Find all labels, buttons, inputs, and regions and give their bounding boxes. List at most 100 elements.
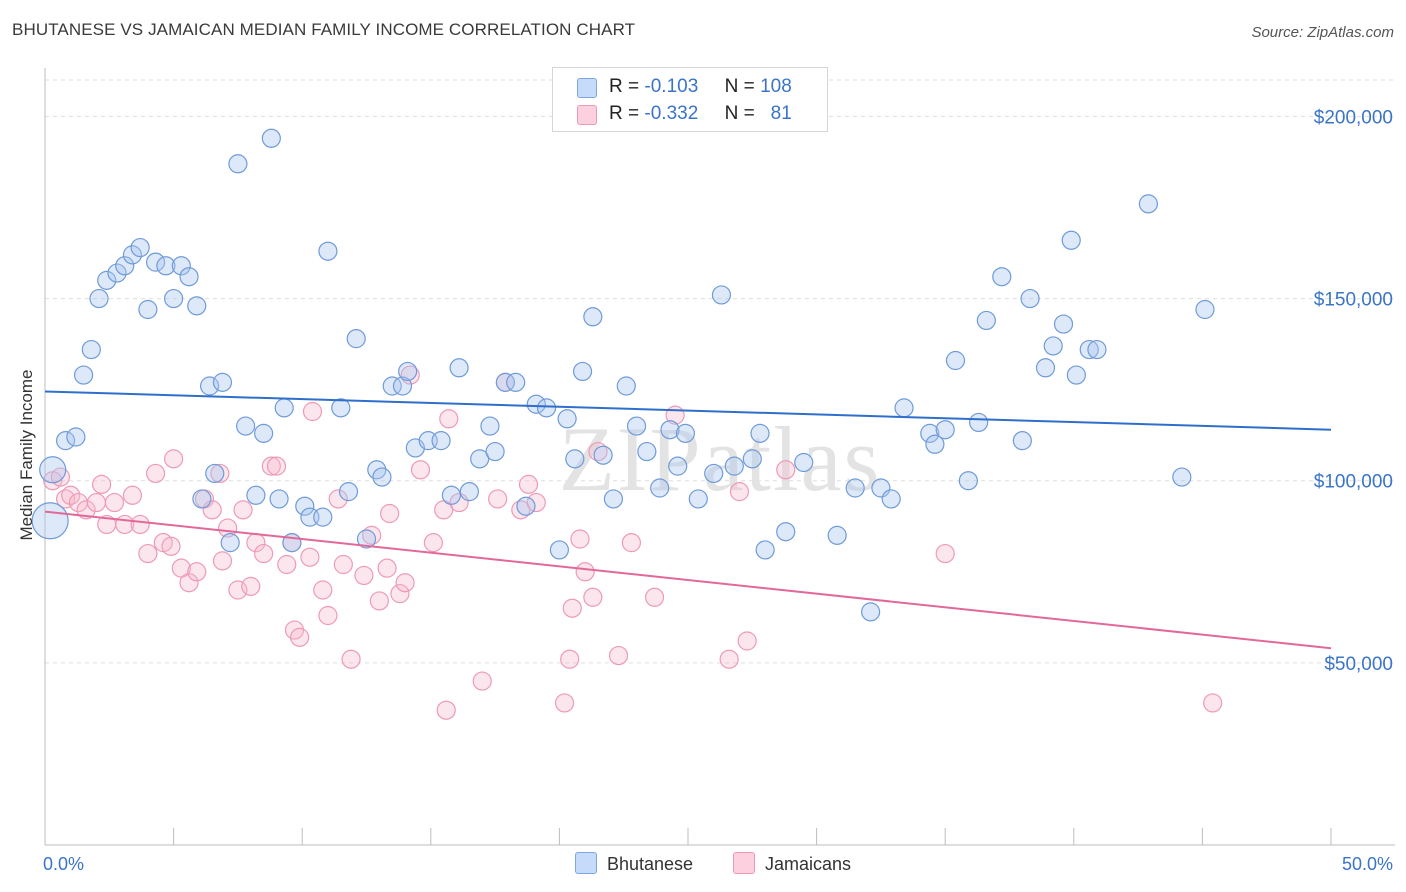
bhutanese-point: [969, 412, 989, 433]
y-tick-label: $150,000: [1314, 290, 1393, 311]
jamaicans-point: [328, 489, 348, 509]
bhutanese-point: [179, 267, 199, 287]
bhutanese-point: [935, 420, 955, 440]
bhutanese-point: [526, 394, 546, 414]
jamaicans-point: [380, 503, 400, 524]
jamaicans-point: [354, 565, 374, 586]
jamaicans-point: [341, 649, 361, 669]
jamaicans-point: [560, 649, 580, 669]
bhutanese-point: [976, 310, 996, 331]
jamaicans-point: [179, 573, 199, 593]
x-tick-label: 0.0%: [43, 854, 84, 874]
trend-lines: [44, 390, 1332, 650]
legend-item-bhutanese: Bhutanese: [575, 852, 693, 875]
r-label: R =: [609, 103, 640, 124]
bhutanese-point: [115, 256, 135, 276]
bhutanese-point: [536, 398, 557, 418]
jamaicans-point: [266, 456, 287, 476]
jamaicans-point: [138, 543, 158, 564]
bhutanese-point: [565, 449, 585, 469]
bhutanese-point: [97, 270, 117, 290]
jamaicans-point: [935, 543, 955, 564]
jamaicans-point: [187, 562, 207, 582]
bhutanese-point: [557, 409, 577, 429]
bhutanese-point: [776, 522, 796, 542]
bhutanese-point: [945, 350, 966, 371]
bhutanese-point: [236, 416, 256, 436]
bhutanese-point: [449, 358, 469, 378]
bhutanese-point: [660, 420, 680, 440]
bhutanese-point: [958, 471, 978, 491]
bhutanese-point: [164, 288, 184, 309]
bhutanese-point: [73, 365, 94, 385]
bhutanese-point: [392, 376, 413, 396]
bhutanese-point: [441, 485, 461, 505]
bhutanese-point: [650, 478, 670, 498]
jamaicans-point: [362, 525, 382, 545]
r-label: R =: [609, 76, 640, 97]
jamaicans-points: [43, 365, 1223, 720]
bhutanese-point: [1195, 299, 1215, 320]
jamaicans-point: [218, 518, 238, 538]
bhutanese-point: [827, 525, 847, 545]
bhutanese-point: [593, 445, 613, 465]
bhutanese-point: [89, 288, 109, 309]
bhutanese-point: [920, 423, 940, 443]
bhutanese-point: [1053, 314, 1074, 334]
source-label: Source: ZipAtlas.com: [1251, 24, 1394, 41]
bhutanese-points: [31, 128, 1215, 622]
bhutanese-point: [346, 329, 366, 349]
jamaicans-point: [511, 500, 531, 520]
bhutanese-point: [572, 361, 593, 382]
bhutanese-point: [1066, 365, 1086, 385]
bhutanese-point: [688, 489, 708, 509]
bhutanese-point: [187, 296, 207, 316]
jamaicans-point: [277, 554, 297, 575]
jamaicans-point: [377, 558, 397, 578]
legend-swatch-jamaicans: [733, 852, 755, 874]
correlation-legend: R = -0.103 N = 108 R = -0.332 N = 81: [552, 67, 828, 132]
bhutanese-point: [171, 256, 191, 276]
bhutanese-point: [506, 372, 526, 392]
jamaicans-point: [562, 598, 582, 618]
axes: [44, 68, 1395, 846]
bhutanese-point: [31, 502, 69, 540]
bhutanese-point: [1172, 467, 1192, 487]
jamaicans-point: [729, 482, 750, 502]
jamaicans-point: [395, 573, 415, 593]
jamaicans-point: [164, 449, 184, 469]
jamaicans-point: [210, 463, 230, 484]
jamaicans-point: [575, 562, 595, 582]
bhutanese-point: [1035, 358, 1056, 378]
bhutanese-point: [1079, 339, 1099, 360]
jamaicans-point: [472, 671, 492, 691]
jamaicans-point: [241, 576, 261, 596]
bhutanese-point: [704, 463, 724, 484]
jamaicans-point: [228, 580, 248, 600]
bhutanese-point: [338, 482, 359, 502]
legend-item-jamaicans: Jamaicans: [733, 852, 851, 875]
bhutanese-point: [372, 467, 392, 487]
n-label: N =: [724, 76, 755, 97]
jamaicans-point: [439, 409, 459, 429]
bhutanese-point: [485, 441, 505, 462]
jamaicans-point: [621, 533, 642, 553]
jamaicans-point: [261, 456, 281, 476]
y-tick-label: $50,000: [1324, 654, 1393, 675]
bhutanese-point: [295, 496, 315, 516]
r-value: -0.103: [644, 76, 699, 97]
jamaicans-point: [302, 401, 323, 422]
bhutanese-point: [107, 263, 127, 283]
jamaicans-point: [61, 485, 81, 505]
bhutanese-point: [1012, 431, 1032, 451]
n-value: 81: [770, 103, 792, 124]
bhutanese-point: [261, 128, 281, 148]
bhutanese-point: [200, 376, 220, 396]
jamaicans-point: [526, 492, 546, 513]
r-value: -0.332: [644, 103, 699, 124]
jamaicans-point: [55, 489, 76, 509]
bhutanese-point: [755, 540, 775, 560]
bhutanese-point: [269, 489, 289, 509]
bhutanese-point: [603, 489, 624, 509]
chart-title: BHUTANESE VS JAMAICAN MEDIAN FAMILY INCO…: [12, 20, 636, 39]
